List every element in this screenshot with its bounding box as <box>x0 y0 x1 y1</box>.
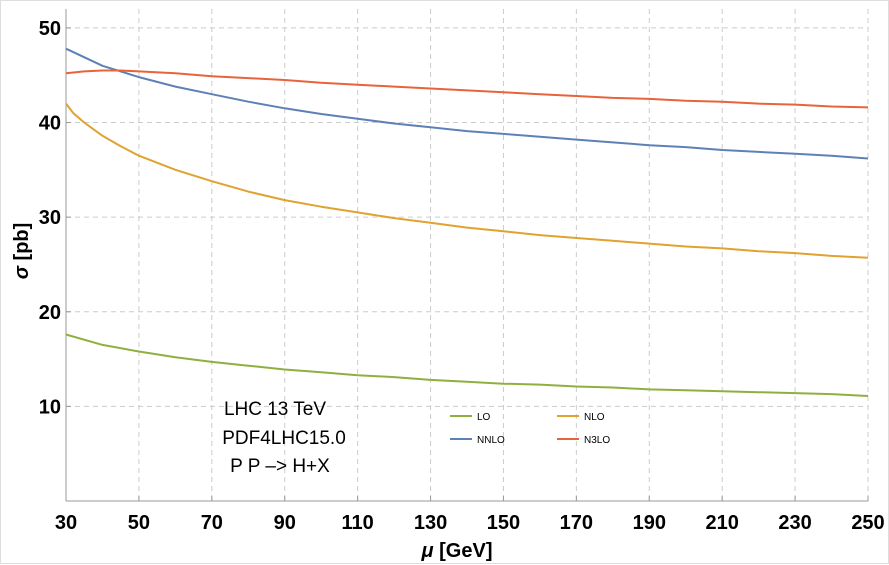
legend: LO NLO NNLO N3LO <box>450 412 610 446</box>
legend-label-lo: LO <box>477 412 491 423</box>
x-tick-label: 150 <box>487 512 520 534</box>
series-line-n3lo <box>65 69 869 109</box>
x-tick-label: 50 <box>128 512 150 534</box>
gridlines <box>66 9 869 501</box>
x-tick-label: 230 <box>778 512 811 534</box>
annotation-collider: LHC 13 TeV <box>224 399 326 420</box>
series-line-nlo <box>65 102 869 259</box>
axes <box>65 9 869 502</box>
series-line-lo <box>65 333 869 397</box>
y-tick-label: 10 <box>39 396 61 418</box>
annotation-process: P P –> H+X <box>230 456 330 477</box>
y-tick-label: 50 <box>39 18 61 40</box>
x-tick-label: 210 <box>705 512 738 534</box>
x-tick-label: 250 <box>851 512 884 534</box>
y-tick-label: 40 <box>39 113 61 135</box>
x-tick-label: 30 <box>55 512 77 534</box>
legend-label-nlo: NLO <box>584 412 605 423</box>
annotation-pdf: PDF4LHC15.0 <box>222 428 346 449</box>
x-tick-label: 170 <box>560 512 593 534</box>
series-line-nnlo <box>65 47 869 160</box>
y-tick-label: 30 <box>39 207 61 229</box>
x-tick-label: 190 <box>633 512 666 534</box>
x-tick-label: 110 <box>342 512 374 534</box>
y-axis-title: σ [pb] <box>11 223 33 280</box>
series-lines <box>65 47 869 397</box>
x-axis-title: μ [GeV] <box>421 540 493 562</box>
y-tick-label: 20 <box>39 302 61 324</box>
tick-labels: 30 50 70 90 110 130 150 170 190 210 230 250 10 20 30 40… <box>39 18 885 534</box>
legend-label-n3lo: N3LO <box>584 435 610 446</box>
x-tick-label: 90 <box>274 512 296 534</box>
legend-label-nnlo: NNLO <box>477 435 505 446</box>
x-tick-label: 130 <box>414 512 447 534</box>
x-tick-label: 70 <box>201 512 223 534</box>
